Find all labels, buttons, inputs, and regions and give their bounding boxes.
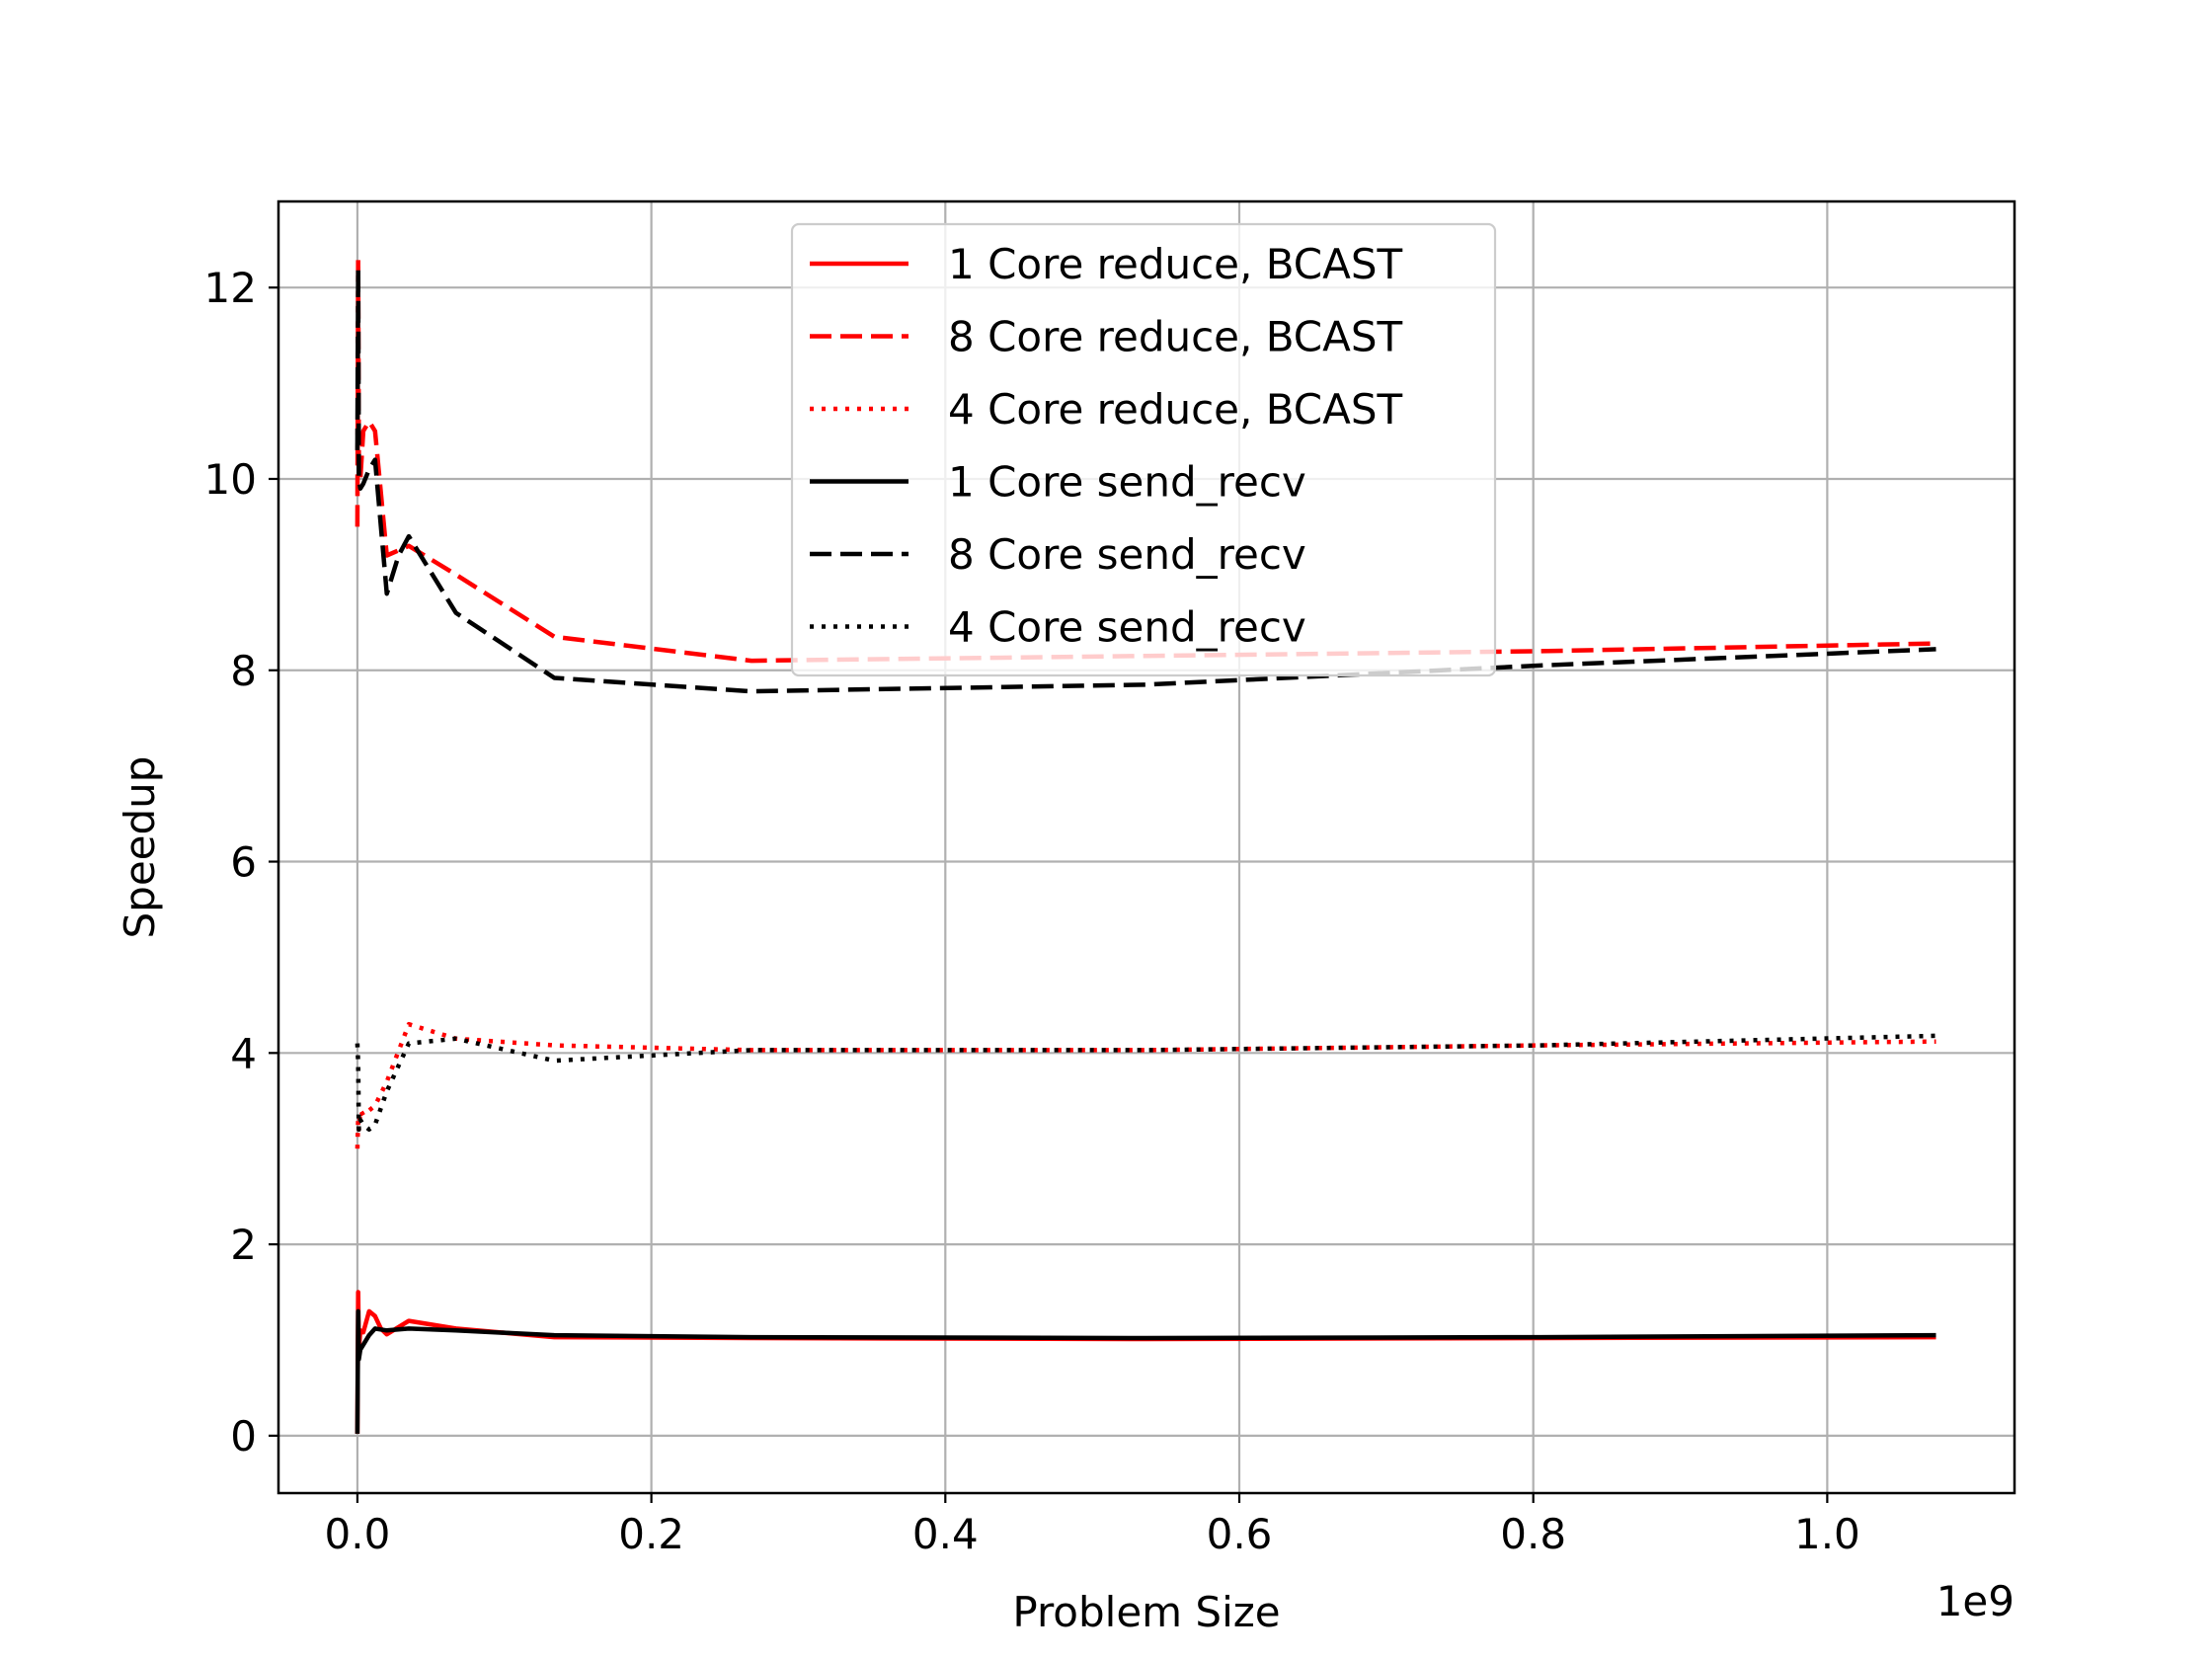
series-lines <box>355 256 1936 1434</box>
legend-label: 8 Core send_recv <box>948 530 1306 579</box>
legend-box <box>790 222 1497 677</box>
x-tick-label: 1.0 <box>1794 1510 1860 1558</box>
legend-label: 4 Core send_recv <box>948 603 1306 652</box>
x-tick-label: 0.6 <box>1207 1510 1273 1558</box>
x-axis-label: Problem Size <box>1012 1588 1280 1636</box>
y-tick-label: 6 <box>230 838 257 887</box>
x-tick-label: 0.4 <box>912 1510 979 1558</box>
y-tick-label: 8 <box>230 647 257 695</box>
y-tick-label: 2 <box>230 1221 257 1269</box>
series-line-5 <box>355 266 1936 694</box>
x-tick-label: 0.0 <box>325 1510 391 1558</box>
x-axis-offset-label: 1e9 <box>1936 1577 2014 1625</box>
legend-label: 1 Core reduce, BCAST <box>948 240 1403 288</box>
y-tick-label: 12 <box>204 264 257 312</box>
y-axis-label: Speedup <box>116 756 164 939</box>
y-tick-label: 4 <box>230 1029 257 1077</box>
legend: 1 Core reduce, BCAST 8 Core reduce, BCAST… <box>790 222 1497 677</box>
x-tick-label: 0.2 <box>618 1510 684 1558</box>
x-tick-label: 0.8 <box>1500 1510 1566 1558</box>
axis-ticks: 0.0 0.2 0.4 0.6 0.8 1.0 0 2 4 6 8 10 12 <box>204 264 1860 1558</box>
legend-label: 1 Core send_recv <box>948 458 1306 507</box>
legend-label: 8 Core reduce, BCAST <box>948 313 1403 361</box>
plot-area-frame <box>276 199 2016 1495</box>
y-tick-label: 0 <box>230 1412 257 1461</box>
series-line-4 <box>355 1308 1936 1434</box>
series-line-3 <box>355 1021 1936 1149</box>
y-tick-label: 10 <box>204 455 257 504</box>
legend-label: 4 Core reduce, BCAST <box>948 385 1403 434</box>
